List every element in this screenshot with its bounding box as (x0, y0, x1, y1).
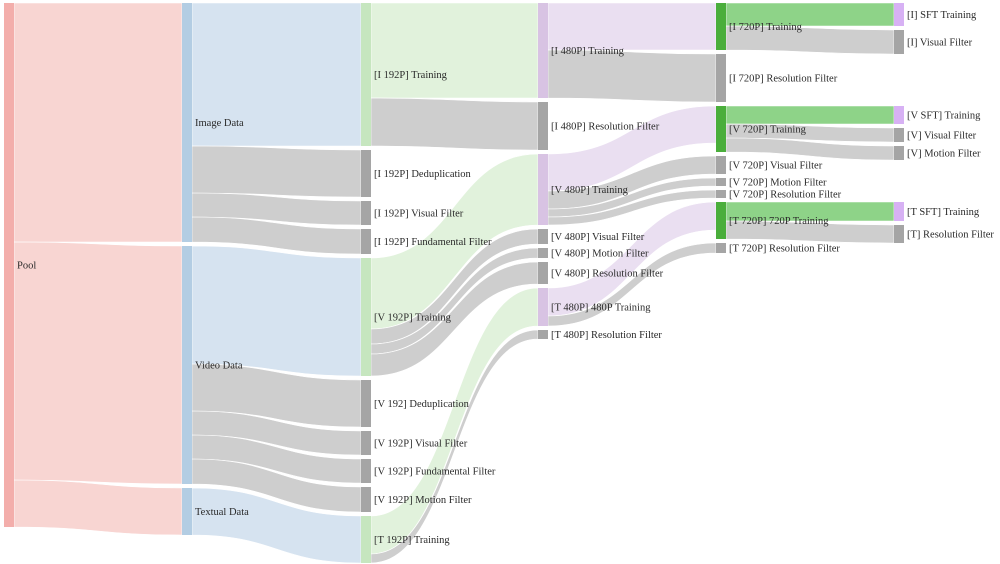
node-label: [V 192P] Visual Filter (374, 439, 468, 450)
sankey-node (538, 288, 548, 326)
node-label: [V 480P] Training (551, 185, 629, 196)
sankey-node (538, 330, 548, 339)
links-layer (13, 2, 895, 564)
node-label: [V] Motion Filter (907, 149, 981, 160)
sankey-node (894, 3, 904, 26)
sankey-node (361, 3, 371, 146)
sankey-node (182, 246, 192, 484)
node-label: [I 720P] Resolution Filter (729, 74, 838, 85)
flow-link (547, 49, 717, 103)
node-label: [V 720P] Resolution Filter (729, 190, 842, 201)
sankey-node (894, 202, 904, 221)
node-label: [V 720P] Training (729, 125, 807, 136)
node-label: Image Data (195, 118, 244, 129)
node-label: [V] Visual Filter (907, 131, 977, 142)
node-label: [I 720P] Training (729, 22, 803, 33)
sankey-node (538, 229, 548, 244)
node-label: [V 192P] Training (374, 313, 452, 324)
flow-link (191, 145, 362, 198)
node-label: [I 480P] Training (551, 46, 625, 57)
sankey-node (361, 487, 371, 512)
flow-link (725, 105, 895, 125)
sankey-node (716, 243, 726, 253)
sankey-node (361, 258, 371, 376)
flow-link (370, 97, 539, 151)
node-label: [T] Resolution Filter (907, 230, 994, 241)
sankey-node (538, 248, 548, 258)
node-label: [I 192P] Deduplication (374, 169, 472, 180)
node-label: Textual Data (195, 507, 249, 518)
sankey-node (894, 106, 904, 124)
node-label: [V 480P] Visual Filter (551, 232, 645, 243)
flow-link (547, 2, 717, 51)
sankey-node (361, 201, 371, 225)
sankey-node (361, 380, 371, 427)
node-label: [V SFT] Training (907, 111, 981, 122)
node-label: Video Data (195, 361, 243, 372)
sankey-node (538, 3, 548, 98)
node-label: [V 480P] Resolution Filter (551, 269, 664, 280)
sankey-node (716, 3, 726, 50)
sankey-node (538, 102, 548, 150)
node-label: [T 480P] Resolution Filter (551, 330, 662, 341)
sankey-node (894, 225, 904, 243)
node-label: [V 720P] Visual Filter (729, 161, 823, 172)
node-label: [V 480P] Motion Filter (551, 249, 649, 260)
node-label: [I] Visual Filter (907, 38, 973, 49)
flow-link (13, 241, 183, 485)
sankey-node (4, 3, 14, 527)
sankey-node (716, 106, 726, 152)
sankey-node (894, 146, 904, 160)
sankey-node (716, 190, 726, 198)
sankey-node (716, 178, 726, 186)
sankey-node (538, 154, 548, 225)
node-label: [I 192P] Training (374, 70, 448, 81)
node-label: [V 192P] Motion Filter (374, 495, 472, 506)
nodes-layer (4, 3, 904, 563)
node-label: [T 720P] 720P Training (729, 216, 829, 227)
node-label: [V 192P] Fundamental Filter (374, 467, 496, 478)
sankey-node (716, 156, 726, 174)
node-label: [T 192P] Training (374, 535, 450, 546)
flow-link (370, 2, 539, 99)
node-label: [V 720P] Motion Filter (729, 178, 827, 189)
node-label: [T 720P] Resolution Filter (729, 244, 840, 255)
sankey-node (538, 262, 548, 284)
node-label: [T 480P] 480P Training (551, 303, 651, 314)
labels-layer: Pool Image Data Video Data Textual Data [I 1… (17, 10, 994, 546)
flow-link (13, 2, 183, 243)
flow-link (13, 479, 183, 536)
sankey-node (361, 459, 371, 483)
node-label: Pool (17, 261, 36, 272)
sankey-node (361, 229, 371, 254)
node-label: [V 192] Deduplication (374, 399, 470, 410)
node-label: [I 192P] Fundamental Filter (374, 237, 492, 248)
sankey-node (361, 431, 371, 455)
node-label: [I 480P] Resolution Filter (551, 122, 660, 133)
node-label: [I 192P] Visual Filter (374, 209, 464, 220)
sankey-node (716, 54, 726, 102)
sankey-node (182, 3, 192, 242)
sankey-node (182, 488, 192, 535)
sankey-node (361, 516, 371, 563)
sankey-node (894, 30, 904, 54)
flow-link (191, 245, 362, 377)
node-label: [T SFT] Training (907, 207, 980, 218)
sankey-node (716, 202, 726, 239)
node-label: [I] SFT Training (907, 10, 977, 21)
sankey-node (894, 128, 904, 142)
sankey-node (361, 150, 371, 197)
